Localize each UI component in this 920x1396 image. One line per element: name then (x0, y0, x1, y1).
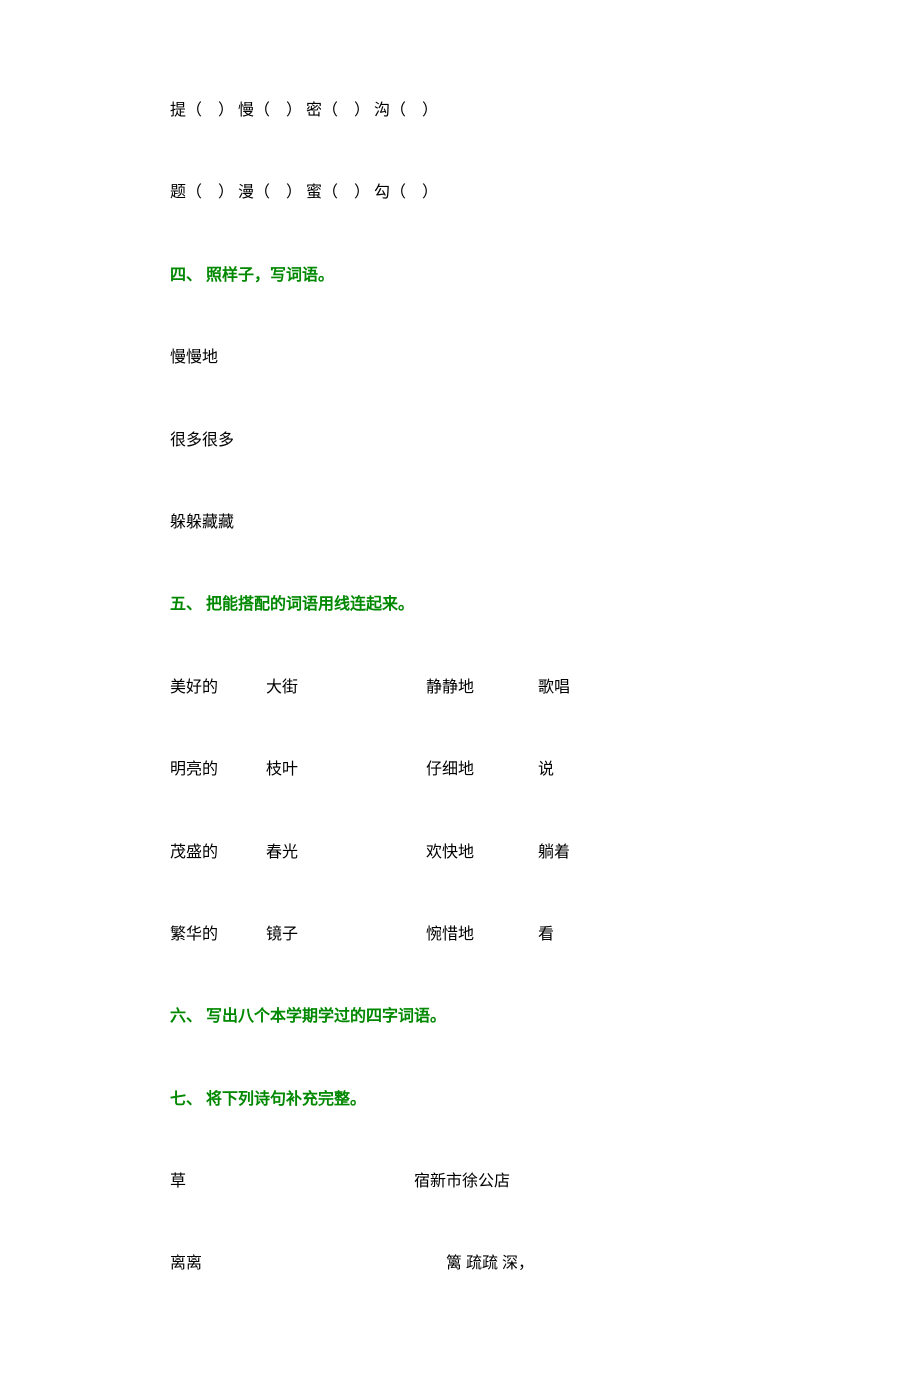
s5-heading: 五、 把能搭配的词语用线连起来。 (170, 594, 750, 616)
s7-poem-title-right: 宿新市徐公店 (414, 1171, 510, 1193)
s7-poem-titles: 草 宿新市徐公店 (170, 1171, 750, 1193)
s5-row-2: 明亮的 枝叶 仔细地 说 (170, 759, 750, 781)
s5-r3-d: 躺着 (538, 842, 570, 864)
s5-r2-a: 明亮的 (170, 759, 266, 781)
worksheet-page: 提（ ） 慢（ ） 密（ ） 沟（ ） 题（ ） 漫（ ） 蜜（ ） 勾（ ） … (0, 0, 920, 1396)
s3-row-1: 提（ ） 慢（ ） 密（ ） 沟（ ） (170, 100, 750, 122)
s4-heading: 四、 照样子，写词语。 (170, 265, 750, 287)
s5-row-4: 繁华的 镜子 惋惜地 看 (170, 924, 750, 946)
s5-r4-b: 镜子 (266, 924, 426, 946)
s5-r2-b: 枝叶 (266, 759, 426, 781)
s5-row-3: 茂盛的 春光 欢快地 躺着 (170, 842, 750, 864)
s5-r1-d: 歌唱 (538, 677, 570, 699)
s5-r2-c: 仔细地 (426, 759, 538, 781)
s5-r1-c: 静静地 (426, 677, 538, 699)
s3-row-2: 题（ ） 漫（ ） 蜜（ ） 勾（ ） (170, 182, 750, 204)
s4-item-3: 躲躲藏藏 (170, 512, 750, 534)
s7-heading: 七、 将下列诗句补充完整。 (170, 1089, 750, 1111)
s5-r1-b: 大街 (266, 677, 426, 699)
s5-row-1: 美好的 大街 静静地 歌唱 (170, 677, 750, 699)
s5-r2-d: 说 (538, 759, 554, 781)
s6-heading: 六、 写出八个本学期学过的四字词语。 (170, 1006, 750, 1028)
s4-item-1: 慢慢地 (170, 347, 750, 369)
s5-r3-b: 春光 (266, 842, 426, 864)
s5-r1-a: 美好的 (170, 677, 266, 699)
s5-r3-a: 茂盛的 (170, 842, 266, 864)
s5-r4-a: 繁华的 (170, 924, 266, 946)
s7-poem-line-left: 离离 (170, 1253, 442, 1275)
s7-poem-line-right: 篱 疏疏 深， (446, 1255, 534, 1272)
s7-poem-title-left: 草 (170, 1171, 410, 1193)
s5-r4-d: 看 (538, 924, 554, 946)
s5-r4-c: 惋惜地 (426, 924, 538, 946)
s4-item-2: 很多很多 (170, 430, 750, 452)
s5-r3-c: 欢快地 (426, 842, 538, 864)
s7-poem-line-1: 离离 篱 疏疏 深， (170, 1253, 750, 1275)
